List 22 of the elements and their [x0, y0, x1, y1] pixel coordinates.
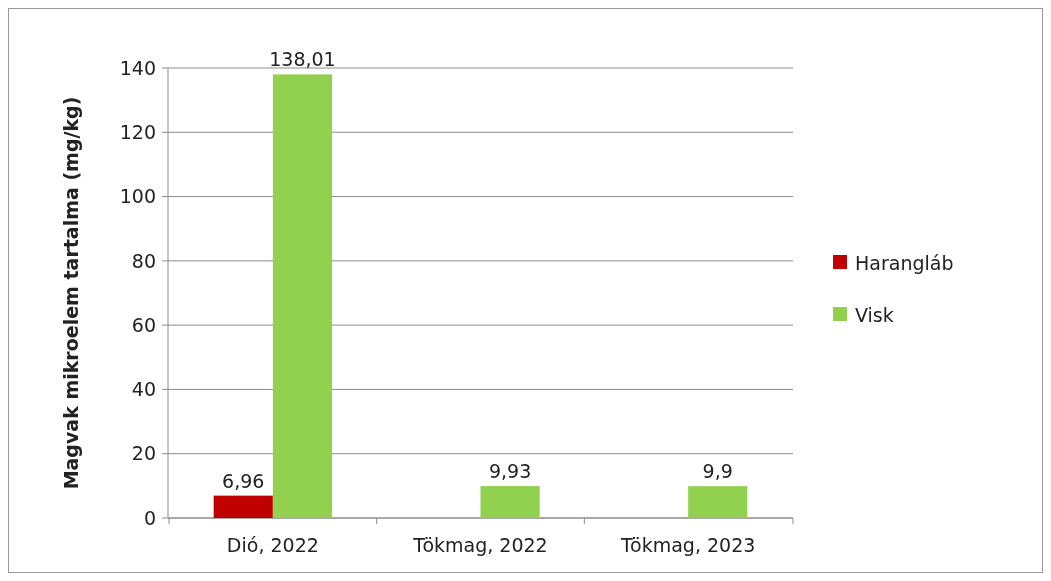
y-tick-label: 20 — [131, 442, 156, 465]
data-label: 138,01 — [269, 48, 336, 71]
bar — [480, 486, 540, 518]
y-tick-label: 80 — [131, 249, 156, 272]
data-label: 6,96 — [222, 469, 265, 492]
x-tick-label: Dió, 2022 — [226, 534, 319, 556]
y-tick-label: 40 — [131, 378, 156, 401]
legend-label: Harangláb — [855, 251, 954, 274]
y-tick-label: 100 — [119, 185, 156, 208]
y-axis-title: Magvak mikroelem tartalma (mg/kg) — [60, 96, 82, 490]
y-tick-label: 120 — [119, 120, 156, 143]
bar — [272, 74, 333, 518]
x-tick-label: Tökmag, 2022 — [412, 534, 548, 556]
bar — [688, 486, 748, 518]
legend-label: Visk — [855, 303, 894, 326]
bar — [213, 495, 273, 518]
y-tick-label: 0 — [143, 506, 156, 529]
data-label: 9,9 — [702, 460, 733, 483]
y-tick-label: 140 — [119, 56, 156, 79]
data-label: 9,93 — [488, 460, 532, 483]
y-tick-label: 60 — [131, 313, 156, 336]
x-tick-label: Tökmag, 2023 — [619, 534, 756, 556]
